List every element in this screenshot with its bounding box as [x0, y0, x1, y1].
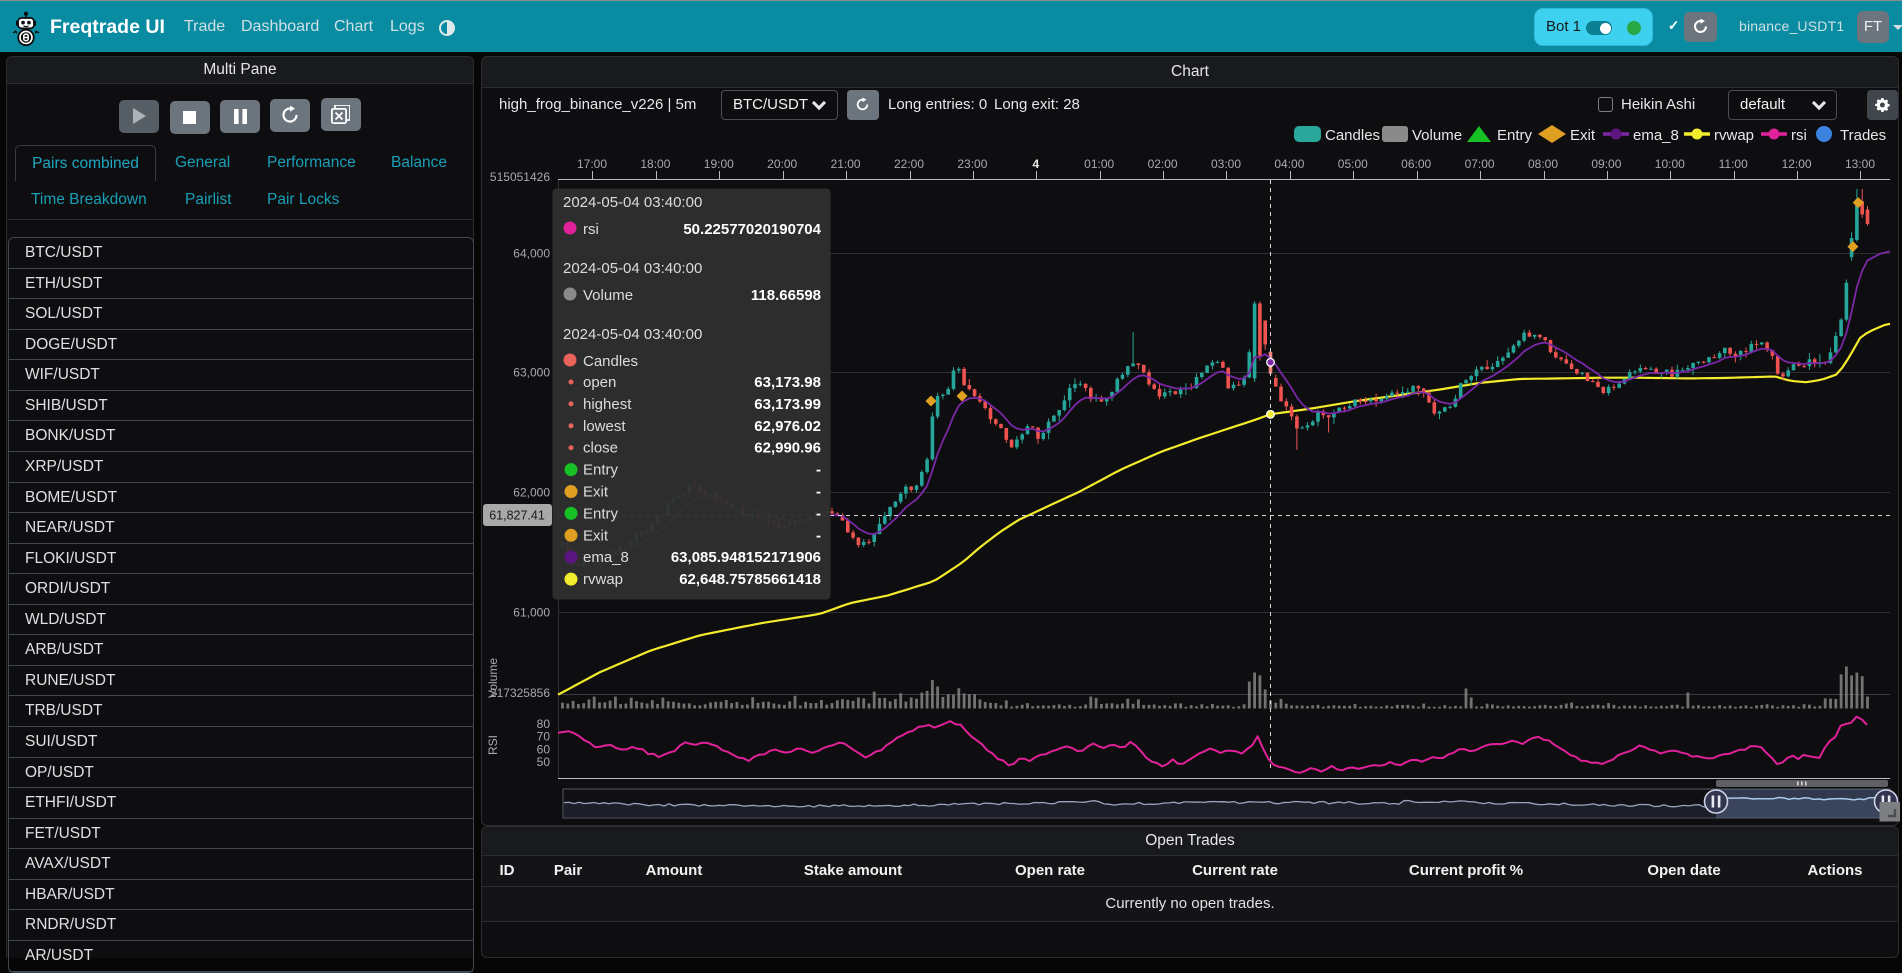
- svg-text:19:00: 19:00: [704, 157, 734, 171]
- svg-text:08:00: 08:00: [1528, 157, 1558, 171]
- svg-text:61,827.41: 61,827.41: [489, 509, 545, 523]
- svg-text:-: -: [816, 484, 821, 501]
- svg-text:highest: highest: [583, 396, 632, 413]
- svg-text:close: close: [583, 440, 618, 457]
- svg-text:07:00: 07:00: [1465, 157, 1495, 171]
- svg-text:64,000: 64,000: [513, 247, 550, 261]
- svg-text:04:00: 04:00: [1274, 157, 1304, 171]
- svg-text:60: 60: [537, 742, 551, 756]
- svg-text:23:00: 23:00: [957, 157, 987, 171]
- svg-text:18:00: 18:00: [640, 157, 670, 171]
- svg-text:09:00: 09:00: [1591, 157, 1621, 171]
- svg-text:Exit: Exit: [583, 484, 609, 501]
- svg-text:02:00: 02:00: [1148, 157, 1178, 171]
- svg-text:63,173.98: 63,173.98: [754, 374, 821, 391]
- svg-text:rsi: rsi: [1791, 127, 1807, 144]
- svg-text:62,648.75785661418: 62,648.75785661418: [679, 571, 821, 588]
- svg-text:03:00: 03:00: [1211, 157, 1241, 171]
- svg-text:80: 80: [537, 717, 551, 731]
- svg-text:70: 70: [537, 730, 551, 744]
- svg-text:Entry: Entry: [583, 462, 619, 479]
- svg-text:ema_8: ema_8: [1633, 127, 1679, 144]
- svg-text:62,976.02: 62,976.02: [754, 418, 821, 435]
- svg-text:Trades: Trades: [1840, 127, 1886, 144]
- svg-text:10:00: 10:00: [1655, 157, 1685, 171]
- svg-text:Candles: Candles: [583, 353, 638, 370]
- svg-text:Exit: Exit: [583, 527, 609, 544]
- svg-text:-: -: [816, 527, 821, 544]
- svg-text:63,000: 63,000: [513, 366, 550, 380]
- svg-text:50.22577020190704: 50.22577020190704: [683, 221, 821, 238]
- svg-text:217325856: 217325856: [490, 686, 550, 700]
- svg-text:Volume: Volume: [486, 658, 500, 698]
- svg-text:50: 50: [537, 755, 551, 769]
- svg-text:Candles: Candles: [1325, 127, 1380, 144]
- svg-text:22:00: 22:00: [894, 157, 924, 171]
- svg-text:-: -: [816, 505, 821, 522]
- svg-text:61,000: 61,000: [513, 605, 550, 619]
- svg-text:rvwap: rvwap: [583, 571, 623, 588]
- svg-text:open: open: [583, 374, 616, 391]
- svg-text:11:00: 11:00: [1719, 157, 1748, 171]
- svg-text:62,990.96: 62,990.96: [754, 440, 821, 457]
- svg-text:17:00: 17:00: [577, 157, 607, 171]
- svg-text:rvwap: rvwap: [1714, 127, 1754, 144]
- svg-text:20:00: 20:00: [767, 157, 797, 171]
- svg-text:2024-05-04 03:40:00: 2024-05-04 03:40:00: [563, 260, 702, 277]
- svg-text:2024-05-04 03:40:00: 2024-05-04 03:40:00: [563, 194, 702, 211]
- svg-text:Exit: Exit: [1570, 127, 1596, 144]
- svg-text:Entry: Entry: [1497, 127, 1533, 144]
- svg-text:lowest: lowest: [583, 418, 626, 435]
- svg-text:-: -: [816, 462, 821, 479]
- svg-text:ema_8: ema_8: [583, 549, 629, 566]
- svg-text:118.66598: 118.66598: [751, 287, 821, 304]
- svg-text:Entry: Entry: [583, 505, 619, 522]
- svg-text:63,173.99: 63,173.99: [754, 396, 821, 413]
- svg-text:Volume: Volume: [1412, 127, 1462, 144]
- svg-text:21:00: 21:00: [831, 157, 861, 171]
- svg-text:515051426: 515051426: [490, 170, 550, 184]
- svg-text:4: 4: [1032, 157, 1039, 171]
- svg-text:13:00: 13:00: [1845, 157, 1875, 171]
- svg-text:62,000: 62,000: [513, 485, 550, 499]
- svg-text:05:00: 05:00: [1338, 157, 1368, 171]
- svg-text:rsi: rsi: [583, 221, 599, 238]
- svg-text:RSI: RSI: [486, 735, 500, 755]
- svg-text:63,085.948152171906: 63,085.948152171906: [671, 549, 821, 566]
- svg-text:06:00: 06:00: [1401, 157, 1431, 171]
- svg-text:2024-05-04 03:40:00: 2024-05-04 03:40:00: [563, 326, 702, 343]
- svg-text:Volume: Volume: [583, 287, 633, 304]
- svg-text:12:00: 12:00: [1782, 157, 1812, 171]
- svg-text:01:00: 01:00: [1084, 157, 1114, 171]
